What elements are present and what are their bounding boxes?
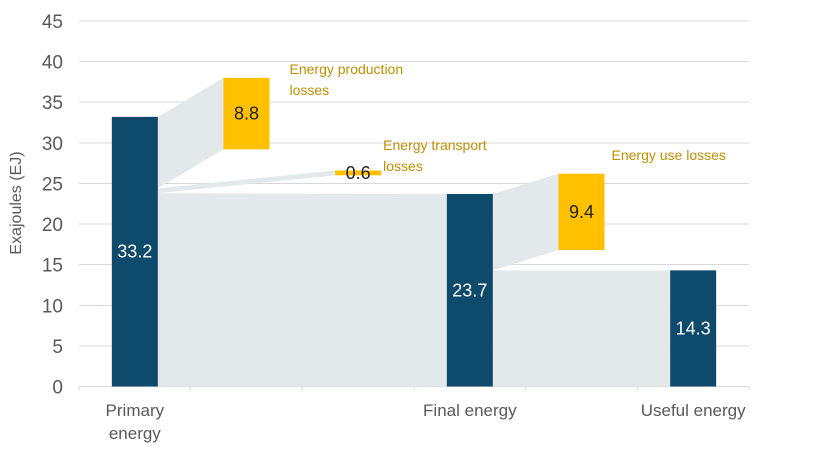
- x-axis-label-primary-energy: Primary: [106, 401, 165, 420]
- bar-useful-energy: [670, 270, 717, 387]
- bar-value-label-energy-production-losses: 8.8: [234, 104, 259, 124]
- x-axis-label-primary-energy: energy: [109, 424, 161, 443]
- bar-value-label-final-energy: 23.7: [452, 280, 487, 300]
- y-tick-label-10: 10: [42, 296, 63, 317]
- y-tick-label-25: 25: [42, 174, 63, 195]
- y-tick-label-20: 20: [42, 215, 63, 236]
- flow-band-final-energy-to-energy-use-losses: [492, 173, 559, 271]
- bar-final-energy: [446, 194, 493, 387]
- bar-value-label-energy-use-losses: 9.4: [569, 202, 594, 222]
- x-axis-label-useful-energy: Useful energy: [641, 401, 746, 420]
- bar-primary-energy: [111, 116, 158, 387]
- flow-band-primary-energy-to-final-energy: [157, 193, 447, 387]
- y-tick-label-35: 35: [42, 93, 63, 114]
- bar-value-label-primary-energy: 33.2: [117, 242, 152, 262]
- y-tick-label-45: 45: [42, 12, 63, 33]
- flow-band-primary-energy-to-energy-transport-losses: [157, 170, 336, 194]
- x-axis-label-final-energy: Final energy: [423, 401, 517, 420]
- y-tick-label-0: 0: [52, 378, 63, 399]
- y-tick-label-40: 40: [42, 53, 63, 74]
- bar-energy-transport-losses: [335, 170, 382, 176]
- y-tick-label-5: 5: [52, 337, 63, 358]
- y-tick-label-15: 15: [42, 256, 63, 277]
- bar-value-label-useful-energy: 14.3: [676, 318, 711, 338]
- flow-band-primary-energy-to-energy-production-losses: [157, 77, 224, 189]
- bar-energy-production-losses: [223, 77, 270, 150]
- y-tick-label-30: 30: [42, 134, 63, 155]
- bar-energy-use-losses: [558, 173, 605, 251]
- bar-value-label-energy-transport-losses: 0.6: [346, 163, 371, 183]
- flow-band-final-energy-to-useful-energy: [492, 270, 671, 387]
